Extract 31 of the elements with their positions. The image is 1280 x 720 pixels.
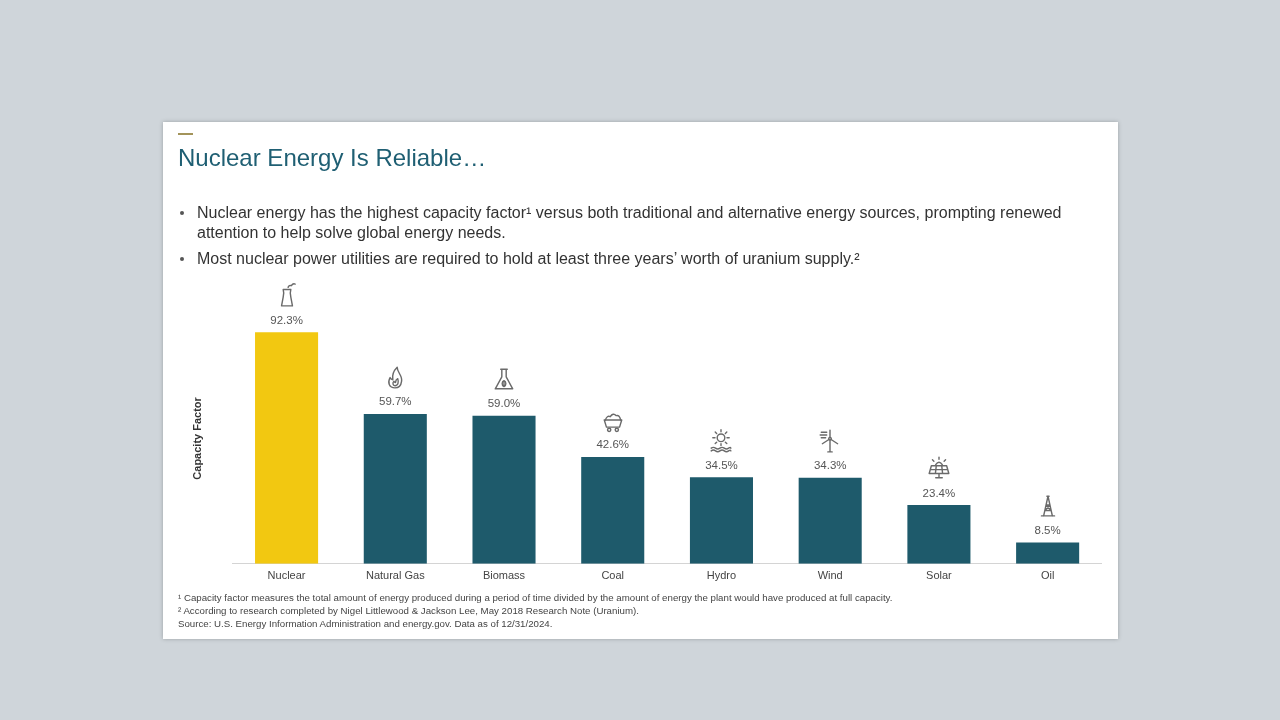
bar — [472, 415, 536, 564]
text: Nuclear energy has the highest capacity factor¹ versus both traditional and alternative energy sources, prompting renewed attention to help solve global energy needs. — [197, 204, 1062, 241]
x-tick-label: Biomass — [482, 569, 526, 582]
x-tick-label: Coal — [601, 569, 625, 582]
y-axis-title: Capacity Factor — [190, 396, 203, 480]
bar — [363, 414, 427, 564]
bar — [689, 477, 753, 564]
data-label: 34.5% — [705, 458, 738, 471]
x-tick-label: Nuclear — [267, 569, 306, 582]
x-tick-label: Oil — [1040, 569, 1055, 582]
data-label: 92.3% — [270, 313, 303, 326]
source-note: Source: U.S. Energy Information Administration and energy.gov. Data as of 12/31/2024. — [178, 617, 554, 630]
data-label: 23.4% — [922, 486, 956, 499]
x-tick-label: Wind — [817, 569, 843, 582]
data-label: 34.3% — [813, 459, 847, 472]
x-tick-label: Hydro — [706, 569, 737, 582]
data-label: 59.7% — [378, 395, 412, 408]
x-tick-label: Natural Gas — [365, 569, 426, 582]
x-tick-label: Solar — [926, 569, 953, 582]
bar — [798, 477, 862, 564]
text: ² According to research completed by Nigel Littlewood & Jackson Lee, May 2018 Research Note (Uranium). — [178, 604, 640, 617]
bar — [581, 456, 645, 564]
text: Most nuclear power utilities are required to hold at least three years’ worth of uranium supply.² — [197, 250, 860, 267]
bar — [255, 332, 319, 564]
data-label: 59.0% — [487, 397, 521, 410]
bar — [1016, 542, 1080, 564]
text: ¹ Capacity factor measures the total amount of energy produced during a period of time divided by the amount of energy the plant would have produced at full capacity. — [178, 591, 894, 604]
data-label: 8.5% — [1034, 523, 1061, 536]
bar — [907, 505, 971, 564]
data-label: 42.6% — [596, 438, 630, 451]
chart-title: Nuclear Energy Is Reliable… — [178, 144, 487, 172]
